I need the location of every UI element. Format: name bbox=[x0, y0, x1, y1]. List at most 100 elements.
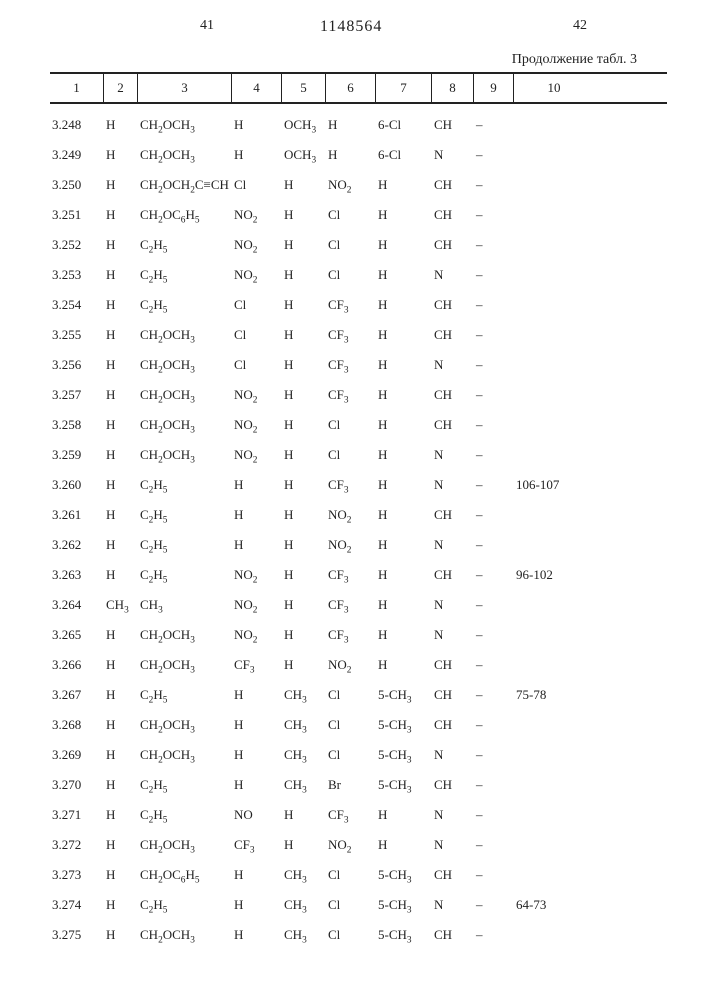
table-cell: CH2OC6H5 bbox=[138, 207, 232, 223]
table-row: 3.251HCH2OC6H5NO2HClHCH– bbox=[50, 200, 667, 230]
table-cell: H bbox=[104, 357, 138, 373]
table-cell: 3.269 bbox=[50, 747, 104, 763]
table-cell: CH2OCH3 bbox=[138, 657, 232, 673]
table-cell: H bbox=[282, 387, 326, 403]
table-cell: H bbox=[104, 747, 138, 763]
table-cell: Br bbox=[326, 777, 376, 793]
table-cell: CF3 bbox=[326, 807, 376, 823]
table-cell: 3.274 bbox=[50, 897, 104, 913]
table-cell: CH bbox=[432, 687, 474, 703]
table-cell: 3.264 bbox=[50, 597, 104, 613]
table-cell: – bbox=[474, 717, 514, 733]
table-cell: 5-CH3 bbox=[376, 897, 432, 913]
table-cell: H bbox=[282, 567, 326, 583]
table-cell: – bbox=[474, 267, 514, 283]
table-cell: – bbox=[474, 537, 514, 553]
table-row: 3.248HCH2OCH3HOCH3H6-ClCH– bbox=[50, 110, 667, 140]
table-cell: Cl bbox=[326, 237, 376, 253]
table-cell: H bbox=[282, 327, 326, 343]
table-cell: CH bbox=[432, 657, 474, 673]
table-row: 3.265HCH2OCH3NO2HCF3HN– bbox=[50, 620, 667, 650]
table-cell: – bbox=[474, 507, 514, 523]
table-cell: CF3 bbox=[326, 357, 376, 373]
table-cell: H bbox=[104, 627, 138, 643]
table-cell: H bbox=[104, 177, 138, 193]
table-cell: H bbox=[376, 477, 432, 493]
table-cell: CH2OCH3 bbox=[138, 417, 232, 433]
table-body: 3.248HCH2OCH3HOCH3H6-ClCH–3.249HCH2OCH3H… bbox=[50, 110, 667, 950]
table-cell: 5-CH3 bbox=[376, 927, 432, 943]
document-number: 1148564 bbox=[320, 18, 382, 36]
table-cell: NO2 bbox=[232, 627, 282, 643]
table-row: 3.252HC2H5NO2HClHCH– bbox=[50, 230, 667, 260]
table-cell: CH bbox=[432, 177, 474, 193]
table-cell: Cl bbox=[326, 447, 376, 463]
table-cell: H bbox=[282, 177, 326, 193]
table-cell: 64-73 bbox=[514, 897, 594, 913]
table-cell: CF3 bbox=[326, 387, 376, 403]
table-row: 3.254HC2H5ClHCF3HCH– bbox=[50, 290, 667, 320]
table-cell: N bbox=[432, 147, 474, 163]
table-cell: H bbox=[104, 207, 138, 223]
table-cell: H bbox=[376, 627, 432, 643]
table-cell: 3.273 bbox=[50, 867, 104, 883]
table-cell: 3.249 bbox=[50, 147, 104, 163]
table-cell: 3.254 bbox=[50, 297, 104, 313]
table-cell: H bbox=[282, 477, 326, 493]
table-cell: NO2 bbox=[232, 387, 282, 403]
table-cell: NO2 bbox=[232, 267, 282, 283]
table-cell: H bbox=[282, 237, 326, 253]
table-cell: 75-78 bbox=[514, 687, 594, 703]
table-cell: N bbox=[432, 747, 474, 763]
table-cell: – bbox=[474, 837, 514, 853]
table-cell: H bbox=[104, 327, 138, 343]
table-cell: H bbox=[376, 297, 432, 313]
table-cell: 3.270 bbox=[50, 777, 104, 793]
table-cell: 3.253 bbox=[50, 267, 104, 283]
table-continuation-caption: Продолжение табл. 3 bbox=[512, 52, 637, 68]
table-cell: N bbox=[432, 627, 474, 643]
table-row: 3.253HC2H5NO2HClHN– bbox=[50, 260, 667, 290]
table-cell: Cl bbox=[232, 177, 282, 193]
table-cell: CF3 bbox=[326, 627, 376, 643]
column-header: 7 bbox=[376, 74, 432, 102]
table-cell: H bbox=[104, 477, 138, 493]
table-cell: H bbox=[282, 417, 326, 433]
table-row: 3.261HC2H5HHNO2HCH– bbox=[50, 500, 667, 530]
table-cell: – bbox=[474, 627, 514, 643]
table-cell: – bbox=[474, 297, 514, 313]
table-cell: CH bbox=[432, 777, 474, 793]
table-cell: Cl bbox=[326, 417, 376, 433]
table-cell: CH2OCH3 bbox=[138, 717, 232, 733]
table-cell: CF3 bbox=[326, 567, 376, 583]
table-cell: H bbox=[104, 537, 138, 553]
table-cell: H bbox=[326, 117, 376, 133]
table-cell: H bbox=[104, 447, 138, 463]
table-cell: Cl bbox=[326, 927, 376, 943]
table-cell: – bbox=[474, 387, 514, 403]
table-cell: CH2OCH3 bbox=[138, 357, 232, 373]
table-cell: CH3 bbox=[282, 747, 326, 763]
table-cell: 3.261 bbox=[50, 507, 104, 523]
table-cell: H bbox=[376, 507, 432, 523]
table-cell: N bbox=[432, 897, 474, 913]
table-cell: H bbox=[376, 357, 432, 373]
table-cell: N bbox=[432, 807, 474, 823]
table-cell: Cl bbox=[326, 717, 376, 733]
table-cell: 3.252 bbox=[50, 237, 104, 253]
table-cell: CH3 bbox=[282, 687, 326, 703]
table-cell: H bbox=[282, 657, 326, 673]
table-cell: H bbox=[376, 387, 432, 403]
table-cell: H bbox=[104, 807, 138, 823]
table-cell: CH3 bbox=[282, 867, 326, 883]
table-cell: – bbox=[474, 117, 514, 133]
table-cell: H bbox=[104, 867, 138, 883]
table-row: 3.257HCH2OCH3NO2HCF3HCH– bbox=[50, 380, 667, 410]
table-cell: H bbox=[232, 117, 282, 133]
table-cell: Cl bbox=[326, 207, 376, 223]
column-header: 4 bbox=[232, 74, 282, 102]
table-row: 3.275HCH2OCH3HCH3Cl5-CH3CH– bbox=[50, 920, 667, 950]
table-cell: CH3 bbox=[138, 597, 232, 613]
table-cell: C2H5 bbox=[138, 237, 232, 253]
table-cell: CH bbox=[432, 567, 474, 583]
